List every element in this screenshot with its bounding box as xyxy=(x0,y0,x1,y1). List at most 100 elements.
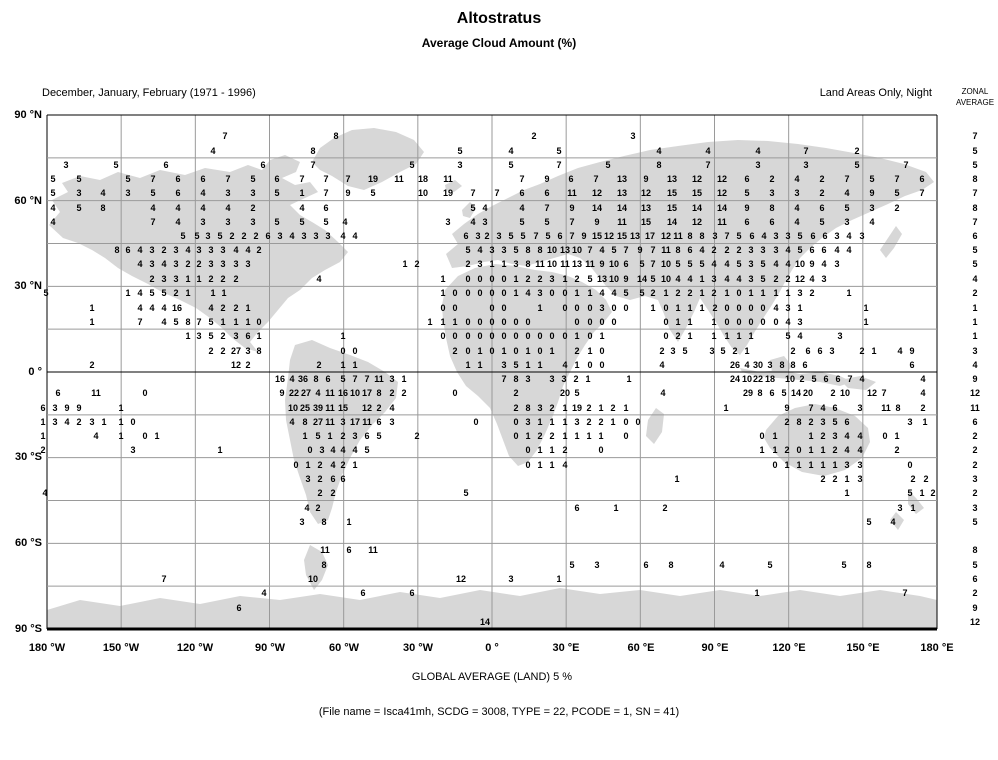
cell-value: 2 xyxy=(724,245,730,255)
cell-value: 4 xyxy=(340,445,346,455)
cell-value: 10 xyxy=(546,245,558,255)
cell-value: 3 xyxy=(173,245,179,255)
cell-value: 3 xyxy=(245,259,251,269)
cell-value: 1 xyxy=(724,331,730,341)
cell-value: 4 xyxy=(340,231,346,241)
cell-value: 9 xyxy=(869,188,875,198)
cell-value: 4 xyxy=(844,431,850,441)
cell-value: 13 xyxy=(571,259,583,269)
cell-value: 7 xyxy=(352,374,358,384)
cell-value: 4 xyxy=(857,431,863,441)
y-tick-label: 90 °S xyxy=(14,623,42,635)
cell-value: 7 xyxy=(587,245,593,255)
cell-value: 10 xyxy=(660,274,672,284)
landmass-shape xyxy=(446,140,934,355)
cell-value: 10 xyxy=(741,374,753,384)
cell-value: 0 xyxy=(513,317,519,327)
cell-value: 0 xyxy=(477,274,483,284)
cell-value: 5 xyxy=(208,331,214,341)
cell-value: 4 xyxy=(477,245,483,255)
cell-value: 3 xyxy=(549,274,555,284)
cell-value: 3 xyxy=(821,274,827,284)
cell-value: 4 xyxy=(161,259,167,269)
cell-value: 9 xyxy=(569,203,575,213)
cell-value: 3 xyxy=(130,445,136,455)
cell-value: 7 xyxy=(705,160,711,170)
cell-value: 4 xyxy=(846,245,852,255)
cell-value: 0 xyxy=(537,331,543,341)
cell-value: 5 xyxy=(315,431,321,441)
cell-value: 5 xyxy=(513,360,519,370)
y-tick-label: 30 °S xyxy=(14,451,42,463)
cell-value: 3 xyxy=(748,259,754,269)
cell-value: 7 xyxy=(470,188,476,198)
cell-value: 3 xyxy=(837,331,843,341)
cell-value: 1 xyxy=(549,417,555,427)
cell-value: 7 xyxy=(903,160,909,170)
cell-value: 1 xyxy=(185,274,191,284)
cell-value: 3 xyxy=(711,274,717,284)
cell-value: 4 xyxy=(519,203,525,213)
cell-value: 6 xyxy=(574,503,580,513)
cell-value: 12 xyxy=(603,231,615,241)
cell-value: 12 xyxy=(716,174,728,184)
cell-value: 2 xyxy=(799,374,805,384)
season-period-label: December, January, February (1971 - 1996… xyxy=(42,87,256,99)
cell-value: 14 xyxy=(691,203,703,213)
cell-value: 0 xyxy=(587,303,593,313)
cell-value: 1 xyxy=(674,474,680,484)
cell-value: 3 xyxy=(477,259,483,269)
cell-value: 6 xyxy=(844,417,850,427)
y-tick-label: 60 °N xyxy=(14,195,42,207)
cell-value: 5 xyxy=(819,217,825,227)
cell-value: 26 xyxy=(729,360,741,370)
cell-value: 10 xyxy=(608,259,620,269)
cell-value: 3 xyxy=(225,217,231,227)
cell-value: 6 xyxy=(125,245,131,255)
cell-value: 7 xyxy=(724,231,730,241)
cell-value: 6 xyxy=(822,231,828,241)
cell-value: 2 xyxy=(149,274,155,284)
cell-value: 2 xyxy=(317,488,323,498)
cell-value: 4 xyxy=(857,445,863,455)
cell-value: 4 xyxy=(562,460,568,470)
cell-value: 5 xyxy=(520,231,526,241)
cell-value: 8 xyxy=(513,374,519,384)
cell-value: 1 xyxy=(808,431,814,441)
cell-value: 1 xyxy=(610,417,616,427)
cell-value: 4 xyxy=(834,245,840,255)
cell-value: 1 xyxy=(748,288,754,298)
zonal-average-value: 5 xyxy=(972,146,978,156)
x-tick-label: 30 °E xyxy=(552,642,580,654)
cell-value: 3 xyxy=(76,188,82,198)
cell-value: 4 xyxy=(149,303,155,313)
cell-value: 0 xyxy=(562,303,568,313)
cell-value: 3 xyxy=(797,288,803,298)
cell-value: 0 xyxy=(465,317,471,327)
cell-value: 6 xyxy=(832,403,838,413)
cell-value: 4 xyxy=(100,188,106,198)
cell-value: 3 xyxy=(225,188,231,198)
zonal-average-value: 7 xyxy=(972,217,978,227)
cell-value: 1 xyxy=(871,346,877,356)
cell-value: 3 xyxy=(525,417,531,427)
cell-value: 3 xyxy=(200,217,206,227)
x-tick-label: 120 °W xyxy=(176,642,214,654)
cell-value: 1 xyxy=(196,274,202,284)
cell-value: 17 xyxy=(644,231,656,241)
cell-value: 2 xyxy=(675,288,681,298)
cell-value: 3 xyxy=(773,231,779,241)
cell-value: 2 xyxy=(484,231,490,241)
cell-value: 10 xyxy=(794,259,806,269)
cell-value: 2 xyxy=(819,188,825,198)
cell-value: 0 xyxy=(340,346,346,356)
cell-value: 5 xyxy=(869,174,875,184)
cell-value: 4 xyxy=(897,346,903,356)
cell-value: 2 xyxy=(910,474,916,484)
cell-value: 4 xyxy=(525,288,531,298)
zonal-average-value: 2 xyxy=(972,488,978,498)
cell-value: 8 xyxy=(699,231,705,241)
cell-value: 4 xyxy=(687,274,693,284)
cell-value: 3 xyxy=(513,259,519,269)
cell-value: 0 xyxy=(562,331,568,341)
